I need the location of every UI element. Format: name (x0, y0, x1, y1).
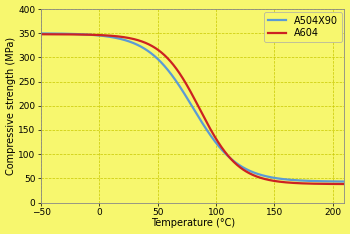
A604 (39, 33, 43, 36)
A504X90 (173, 78, 177, 80)
A604 (275, 180, 280, 183)
A604 (281, 181, 285, 183)
A604 (342, 183, 346, 185)
A504X90 (342, 180, 346, 183)
X-axis label: Temperature (°C): Temperature (°C) (151, 219, 235, 228)
A604 (173, 65, 177, 68)
A504X90 (162, 64, 166, 67)
A504X90 (39, 32, 43, 35)
A604 (247, 172, 252, 175)
Y-axis label: Compressive strength (MPa): Compressive strength (MPa) (6, 37, 15, 175)
A504X90 (247, 169, 252, 172)
A504X90 (281, 178, 285, 180)
Line: A604: A604 (41, 34, 344, 184)
Legend: A504X90, A604: A504X90, A604 (265, 12, 342, 42)
A504X90 (70, 33, 74, 35)
A604 (70, 33, 74, 36)
Line: A504X90: A504X90 (41, 33, 344, 182)
A504X90 (275, 177, 280, 180)
A604 (162, 53, 166, 56)
